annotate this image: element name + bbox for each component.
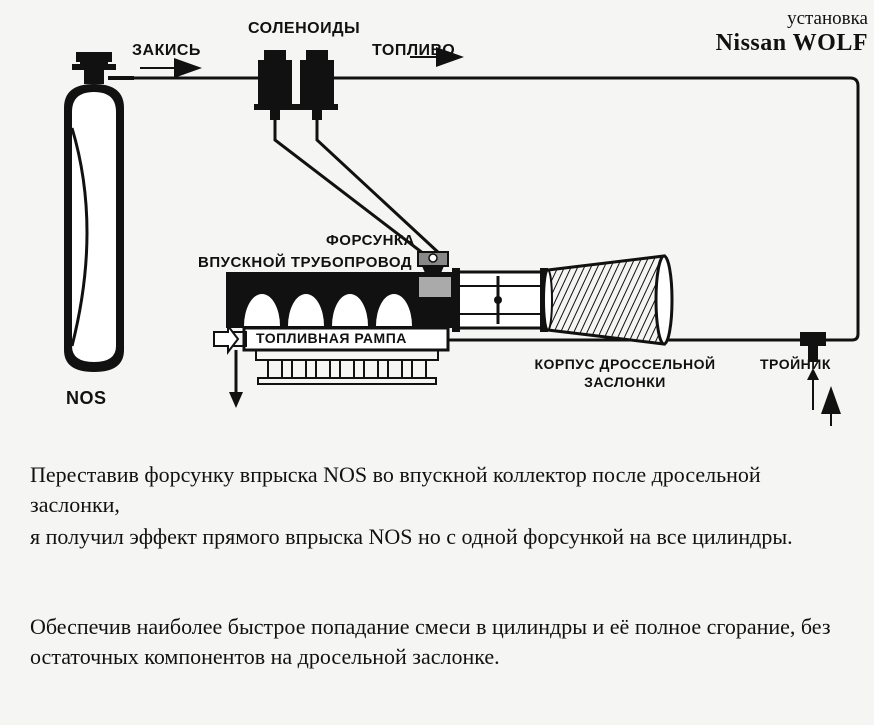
label-fuel-rail: ТОПЛИВНАЯ РАМПА <box>256 330 407 346</box>
label-nozzle: ФОРСУНКА <box>326 232 415 249</box>
throttle-body <box>452 268 548 332</box>
label-throttle-2: ЗАСЛОНКИ <box>510 374 740 390</box>
label-tee: ТРОЙНИК <box>760 356 831 372</box>
label-solenoids: СОЛЕНОИДЫ <box>248 20 360 38</box>
nos-diagram <box>0 0 874 440</box>
label-intake: ВПУСКНОЙ ТРУБОПРОВОД <box>198 254 412 271</box>
fuel-regulator <box>214 326 246 408</box>
paragraph-1: Переставив форсунку впрыска NOS во впуск… <box>30 460 844 519</box>
nos-bottle <box>64 52 134 372</box>
solenoid-nos <box>254 50 296 120</box>
solenoid-fuel <box>296 50 338 120</box>
label-nos: NOS <box>66 388 107 409</box>
label-throttle-1: КОРПУС ДРОССЕЛЬНОЙ <box>510 356 740 372</box>
intake-manifold <box>226 272 458 328</box>
air-filter <box>544 256 672 344</box>
paragraph-3: Обеспечив наиболее быстрое попадание сме… <box>30 612 844 671</box>
lower-manifold <box>256 350 438 384</box>
label-fuel: ТОПЛИВО <box>372 42 455 60</box>
label-zakis: ЗАКИСЬ <box>132 42 201 60</box>
paragraph-2: я получил эффект прямого впрыска NOS но … <box>30 522 844 552</box>
